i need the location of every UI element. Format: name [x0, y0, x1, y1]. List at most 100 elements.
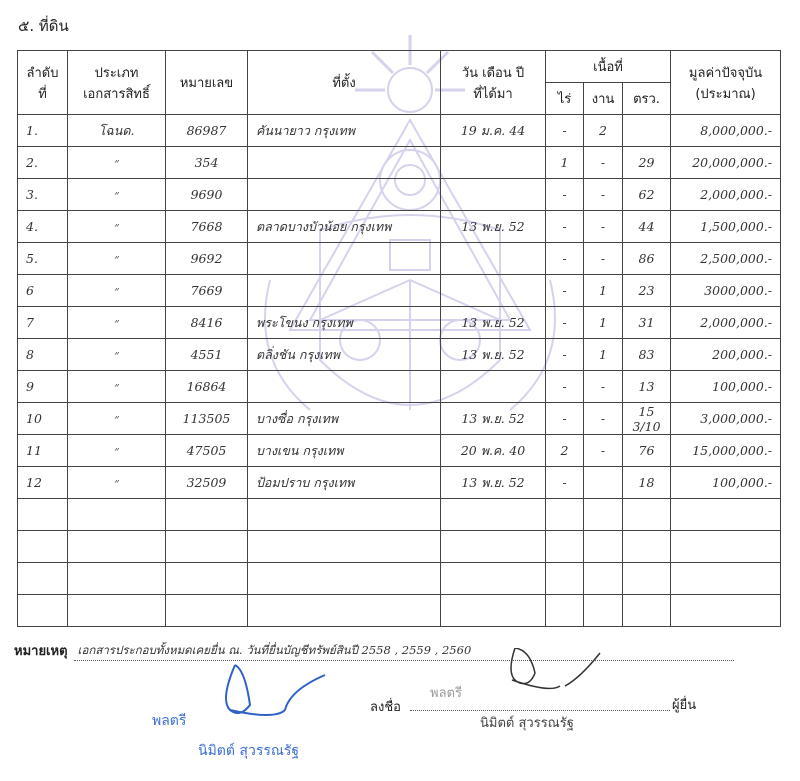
cell-location — [247, 178, 441, 211]
cell-value: 200,000.- — [670, 338, 782, 371]
cell-date: 13 พ.ย. 52 — [440, 210, 546, 243]
cell-date: 13 พ.ย. 52 — [440, 402, 546, 435]
cell-type: ״ — [67, 210, 166, 243]
cell-date: 20 พ.ค. 40 — [440, 434, 546, 467]
cell-rai: 1 — [545, 146, 584, 179]
header-date: วัน เดือน ปี ที่ได้มา — [440, 50, 546, 115]
cell-date — [440, 274, 546, 307]
cell-type — [67, 562, 166, 595]
cell-number: 7669 — [165, 274, 248, 307]
cell-no — [17, 530, 68, 563]
cell-rai: - — [545, 466, 584, 499]
cell-location: พระโขนง กรุงเทพ — [247, 306, 441, 339]
cell-no: 11 — [17, 434, 68, 467]
sign-label: ลงชื่อ — [370, 700, 401, 715]
cell-rai — [545, 562, 584, 595]
cell-rai: - — [545, 370, 584, 403]
cell-date: 13 พ.ย. 52 — [440, 466, 546, 499]
cell-no: 4. — [17, 210, 68, 243]
cell-wa: 13 — [621, 370, 672, 403]
cell-rai: 2 — [545, 434, 584, 467]
cell-location: บางซื่อ กรุงเทพ — [247, 402, 441, 435]
cell-value — [670, 530, 782, 563]
cell-ngan — [583, 466, 623, 499]
cell-number: 113505 — [165, 402, 248, 435]
cell-location — [247, 594, 441, 627]
remark-value: เอกสารประกอบทั้งหมดเคยยื่น ณ. วันที่ยื่น… — [73, 642, 734, 661]
cell-type: ״ — [67, 402, 166, 435]
cell-wa: 23 — [621, 274, 672, 307]
cell-type — [67, 530, 166, 563]
signature-right-mark — [510, 648, 601, 690]
cell-rai: - — [545, 178, 584, 211]
signature-left-mark — [225, 664, 326, 716]
cell-wa — [621, 114, 672, 147]
cell-ngan: - — [583, 146, 623, 179]
cell-no: 5. — [17, 242, 68, 275]
cell-type — [67, 594, 166, 627]
cell-number: 9692 — [165, 242, 248, 275]
cell-wa: 86 — [621, 242, 672, 275]
cell-rai — [545, 594, 584, 627]
cell-wa — [621, 498, 672, 531]
cell-date: 13 พ.ย. 52 — [440, 338, 546, 371]
cell-date — [440, 370, 546, 403]
cell-value: 2,500,000.- — [670, 242, 782, 275]
cell-value — [670, 498, 782, 531]
cell-ngan: - — [583, 370, 623, 403]
signature-right-rank: พลตรี — [430, 686, 462, 701]
cell-date — [440, 498, 546, 531]
cell-type: ״ — [67, 338, 166, 371]
cell-wa: 44 — [621, 210, 672, 243]
cell-date: 19 ม.ค. 44 — [440, 114, 546, 147]
cell-type: ״ — [67, 242, 166, 275]
table-row: 5. ״ 9692- -86 2,500,000.- — [17, 242, 782, 275]
cell-no: 10 — [17, 402, 68, 435]
cell-value: 15,000,000.- — [670, 434, 782, 467]
header-rai: ไร่ — [545, 82, 584, 115]
cell-number: 16864 — [165, 370, 248, 403]
cell-location: บางเขน กรุงเทพ — [247, 434, 441, 467]
cell-location — [247, 370, 441, 403]
cell-wa — [621, 594, 672, 627]
cell-no: 9 — [17, 370, 68, 403]
cell-ngan: - — [583, 242, 623, 275]
cell-ngan — [583, 498, 623, 531]
cell-no — [17, 562, 68, 595]
table-row: 9 ״ 16864- -13 100,000.- — [17, 370, 782, 403]
cell-number: 86987 — [165, 114, 248, 147]
table-row: 12 ״ 32509 ป้อมปราบ กรุงเทพ 13 พ.ย. 52- 18 100… — [17, 466, 782, 499]
cell-value: 2,000,000.- — [670, 306, 782, 339]
cell-date — [440, 530, 546, 563]
cell-location: ป้อมปราบ กรุงเทพ — [247, 466, 441, 499]
cell-no: 3. — [17, 178, 68, 211]
table-row: 8 ״ 4551 ตลิ่งชัน กรุงเทพ 13 พ.ย. 52-1 83 200,… — [17, 338, 782, 371]
cell-wa: 31 — [621, 306, 672, 339]
table-row: 11 ״ 47505 บางเขน กรุงเทพ 20 พ.ค. 40 2-76 15,0… — [17, 434, 782, 467]
cell-value: 20,000,000.- — [670, 146, 782, 179]
cell-ngan: - — [583, 434, 623, 467]
cell-ngan: 2 — [583, 114, 623, 147]
cell-wa: 83 — [621, 338, 672, 371]
cell-ngan — [583, 594, 623, 627]
cell-type: ״ — [67, 466, 166, 499]
signature-block-left: พลตรี นิมิตต์ สุวรรณรัฐ — [150, 660, 370, 770]
empty-row — [17, 562, 782, 595]
cell-ngan: - — [583, 178, 623, 211]
cell-no: 12 — [17, 466, 68, 499]
cell-ngan: - — [583, 210, 623, 243]
cell-number: 9690 — [165, 178, 248, 211]
cell-rai: - — [545, 114, 584, 147]
cell-value: 1,500,000.- — [670, 210, 782, 243]
cell-no: 6 — [17, 274, 68, 307]
cell-value: 8,000,000.- — [670, 114, 782, 147]
cell-type: ״ — [67, 178, 166, 211]
cell-rai: - — [545, 402, 584, 435]
submitter-label: ผู้ยื่น — [672, 698, 697, 713]
cell-no: 7 — [17, 306, 68, 339]
cell-number: 354 — [165, 146, 248, 179]
cell-type: ״ — [67, 370, 166, 403]
cell-no: 2. — [17, 146, 68, 179]
signature-left-rank: พลตรี — [152, 713, 187, 729]
cell-value: 100,000.- — [670, 370, 782, 403]
